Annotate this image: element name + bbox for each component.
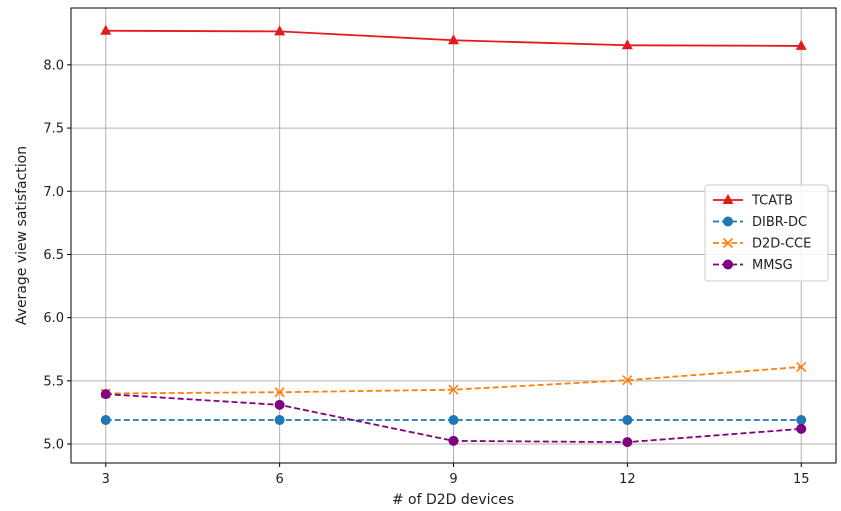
data-point-dibr-dc <box>448 415 459 426</box>
data-point-dibr-dc <box>100 415 111 426</box>
x-marker-stroke <box>722 237 734 249</box>
legend-label-tcatb: TCATB <box>751 194 793 209</box>
data-point-dibr-dc <box>796 415 807 426</box>
data-point-d2d-cce <box>274 387 285 398</box>
data-point-dibr-dc <box>622 415 633 426</box>
y-tick-label: 8.0 <box>43 58 64 73</box>
x-marker-stroke <box>448 384 459 395</box>
series-tcatb <box>100 24 807 50</box>
data-point-dibr-dc <box>274 415 285 426</box>
data-point-tcatb <box>621 39 633 50</box>
y-tick-label: 6.0 <box>43 311 64 326</box>
x-tick-label: 9 <box>449 472 457 487</box>
y-tick-label: 6.5 <box>43 248 64 263</box>
data-point-mmsg <box>796 423 807 434</box>
series-mmsg <box>100 389 807 448</box>
y-tick-label: 5.5 <box>43 374 64 389</box>
y-tick-label: 7.0 <box>43 185 64 200</box>
legend: TCATB DIBR-DC D2D-CCE MMSG <box>704 184 829 282</box>
series-group <box>100 24 807 448</box>
x-marker-stroke <box>796 361 807 373</box>
series-dibr-dc <box>100 415 807 426</box>
legend-label-dibr-dc: DIBR-DC <box>752 215 807 230</box>
x-tick-label: 15 <box>793 472 810 487</box>
legend-marker-d2d-cce <box>722 237 734 249</box>
y-tick-label: 7.5 <box>43 122 64 137</box>
legend-marker-mmsg <box>723 259 733 270</box>
data-point-mmsg <box>622 437 633 448</box>
x-axis-label: # of D2D devices <box>392 492 514 508</box>
data-point-d2d-cce <box>796 361 807 373</box>
data-point-tcatb <box>795 39 807 50</box>
data-point-tcatb <box>100 24 112 35</box>
data-point-d2d-cce <box>622 375 633 386</box>
legend-label-mmsg: MMSG <box>752 258 793 273</box>
x-tick-label: 12 <box>619 472 636 487</box>
data-point-mmsg <box>100 389 111 400</box>
legend-marker-tcatb <box>722 194 734 204</box>
x-tick-label: 6 <box>275 472 283 487</box>
data-point-d2d-cce <box>448 384 459 395</box>
x-tick-label: 3 <box>102 472 110 487</box>
legend-marker-dibr-dc <box>723 216 733 227</box>
ticks: 3 6 9 12 15 5.0 5.5 6.0 6.5 7.0 7.5 8.0 <box>43 58 809 487</box>
data-point-mmsg <box>274 399 285 410</box>
data-point-mmsg <box>448 435 459 446</box>
data-point-tcatb <box>274 25 286 36</box>
y-axis-label: Average view satisfaction <box>14 146 30 325</box>
legend-box <box>704 184 829 282</box>
data-point-tcatb <box>448 34 459 45</box>
y-tick-label: 5.0 <box>43 438 64 453</box>
x-marker-stroke <box>274 387 285 398</box>
x-marker-stroke <box>622 375 633 386</box>
legend-label-d2d-cce: D2D-CCE <box>752 237 811 252</box>
